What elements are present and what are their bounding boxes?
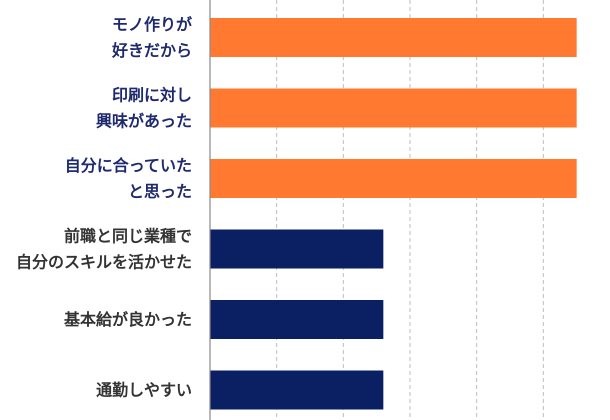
category-label: モノ作りが好きだから bbox=[111, 15, 192, 60]
category-label-line: モノ作りが bbox=[112, 15, 192, 34]
bar bbox=[210, 300, 384, 339]
bar bbox=[210, 18, 577, 57]
category-label-line: 前職と同じ業種で bbox=[64, 227, 192, 246]
category-label-line: 自分に合っていた bbox=[65, 156, 192, 175]
category-label-line: 自分のスキルを活かせた bbox=[16, 253, 192, 272]
grid-layer bbox=[276, 0, 544, 420]
category-label: 自分に合っていたと思った bbox=[65, 156, 192, 201]
category-label: 通勤しやすい bbox=[96, 381, 192, 400]
category-label: 前職と同じ業種で自分のスキルを活かせた bbox=[16, 227, 192, 272]
category-label-line: 基本給が良かった bbox=[63, 310, 192, 329]
category-label: 基本給が良かった bbox=[63, 310, 192, 329]
category-label-line: 興味があった bbox=[96, 112, 192, 131]
bar-layer bbox=[210, 18, 577, 410]
category-label-line: と思った bbox=[128, 182, 192, 201]
bar bbox=[210, 159, 577, 198]
bar bbox=[210, 88, 577, 128]
category-label-line: 印刷に対し bbox=[112, 86, 192, 105]
category-label-line: 好きだから bbox=[111, 41, 192, 60]
bar bbox=[210, 229, 384, 269]
label-layer: モノ作りが好きだから印刷に対し興味があった自分に合っていたと思った前職と同じ業種… bbox=[16, 15, 192, 400]
bar bbox=[210, 370, 384, 410]
category-label-line: 通勤しやすい bbox=[96, 381, 192, 400]
category-label: 印刷に対し興味があった bbox=[96, 86, 192, 131]
